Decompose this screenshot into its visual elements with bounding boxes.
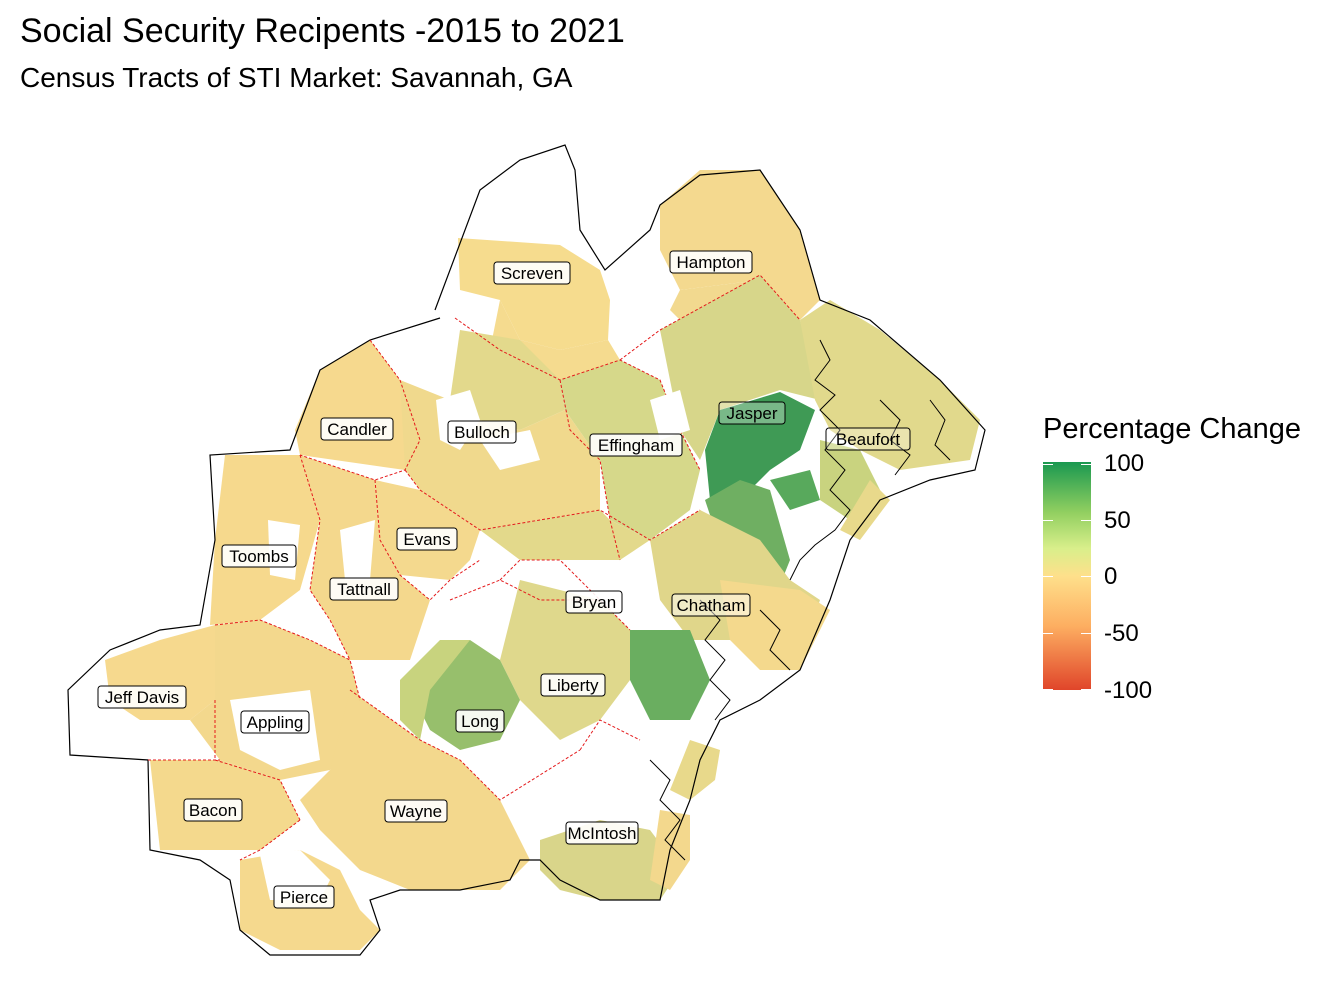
svg-text:Wayne: Wayne: [390, 802, 442, 821]
legend-tick-label: -100: [1104, 677, 1153, 704]
svg-text:Evans: Evans: [403, 530, 450, 549]
chart-subtitle: Census Tracts of STI Market: Savannah, G…: [20, 62, 573, 93]
svg-text:Long: Long: [461, 712, 499, 731]
label-long: Long: [455, 709, 505, 733]
svg-text:Bulloch: Bulloch: [454, 423, 510, 442]
svg-text:Effingham: Effingham: [598, 436, 674, 455]
label-jasper: Jasper: [718, 401, 786, 425]
label-wayne: Wayne: [384, 799, 448, 823]
svg-text:Beaufort: Beaufort: [836, 430, 901, 449]
coastline-detail: [649, 339, 951, 861]
tract-coastal-b: [670, 740, 720, 800]
legend-tick-mark: [1043, 576, 1053, 577]
legend-title: Percentage Change: [1043, 413, 1301, 445]
legend-tick-mark: [1043, 689, 1053, 690]
svg-text:McIntosh: McIntosh: [568, 824, 637, 843]
svg-text:Bryan: Bryan: [572, 593, 616, 612]
legend-tick-mark: [1081, 464, 1091, 465]
svg-text:Toombs: Toombs: [229, 547, 289, 566]
tract-bryan-a: [480, 510, 650, 560]
tract-bulloch-a: [450, 330, 565, 430]
legend-tick-mark: [1043, 633, 1053, 634]
svg-text:Jeff Davis: Jeff Davis: [105, 688, 179, 707]
legend-tick-label: 0: [1104, 563, 1118, 590]
tract-wayne: [300, 690, 530, 890]
label-pierce: Pierce: [273, 885, 335, 909]
region-outline: [67, 144, 986, 956]
label-mcintosh: McIntosh: [565, 821, 639, 845]
tract-candler: [295, 340, 420, 470]
label-chatham: Chatham: [671, 593, 751, 617]
svg-text:Appling: Appling: [247, 713, 304, 732]
svg-text:Tattnall: Tattnall: [337, 580, 391, 599]
label-bryan: Bryan: [565, 590, 623, 614]
legend-tick-mark: [1081, 633, 1091, 634]
tract-chatham-b: [630, 630, 710, 720]
legend-tick-mark: [1043, 520, 1053, 521]
tract-toombs: [210, 455, 320, 625]
tract-long-b: [400, 640, 470, 740]
tract-beaufort-c: [770, 470, 820, 510]
label-effingham: Effingham: [589, 433, 683, 457]
tract-screven-a: [458, 238, 610, 350]
tract-jasper-a: [660, 275, 820, 460]
tract-jasper-b: [705, 392, 815, 500]
label-toombs: Toombs: [221, 544, 297, 568]
label-bulloch: Bulloch: [447, 420, 517, 444]
svg-text:Bacon: Bacon: [189, 801, 237, 820]
svg-text:Pierce: Pierce: [280, 888, 328, 907]
legend-tick-label: 100: [1104, 450, 1145, 477]
label-bacon: Bacon: [183, 798, 243, 822]
chart-title: Social Security Recipents -2015 to 2021: [20, 12, 625, 50]
label-appling: Appling: [240, 710, 310, 734]
label-evans: Evans: [396, 527, 458, 551]
label-liberty: Liberty: [540, 673, 606, 697]
label-candler: Candler: [320, 417, 394, 441]
svg-text:Liberty: Liberty: [547, 676, 599, 695]
label-hampton: Hampton: [669, 250, 753, 274]
legend-tick-mark: [1043, 464, 1053, 465]
legend-tick-mark: [1081, 520, 1091, 521]
label-screven: Screven: [493, 261, 571, 285]
svg-text:Candler: Candler: [327, 420, 387, 439]
svg-text:Jasper: Jasper: [726, 404, 777, 423]
tract-coastal-d: [840, 480, 890, 540]
svg-text:Screven: Screven: [501, 264, 563, 283]
svg-text:Chatham: Chatham: [677, 596, 746, 615]
svg-text:Hampton: Hampton: [677, 253, 746, 272]
label-beaufort: Beaufort: [825, 427, 911, 451]
label-jeffdavis: Jeff Davis: [97, 685, 187, 709]
legend-tick-label: -50: [1104, 620, 1139, 647]
label-tattnall: Tattnall: [329, 577, 399, 601]
tract-hampton-a: [660, 170, 820, 320]
legend-tick-mark: [1081, 576, 1091, 577]
county-labels: Screven Hampton Candler Bulloch Effingha…: [97, 250, 911, 909]
tract-liberty: [500, 580, 630, 740]
legend-tick-label: 50: [1104, 507, 1131, 534]
legend-tick-mark: [1081, 689, 1091, 690]
